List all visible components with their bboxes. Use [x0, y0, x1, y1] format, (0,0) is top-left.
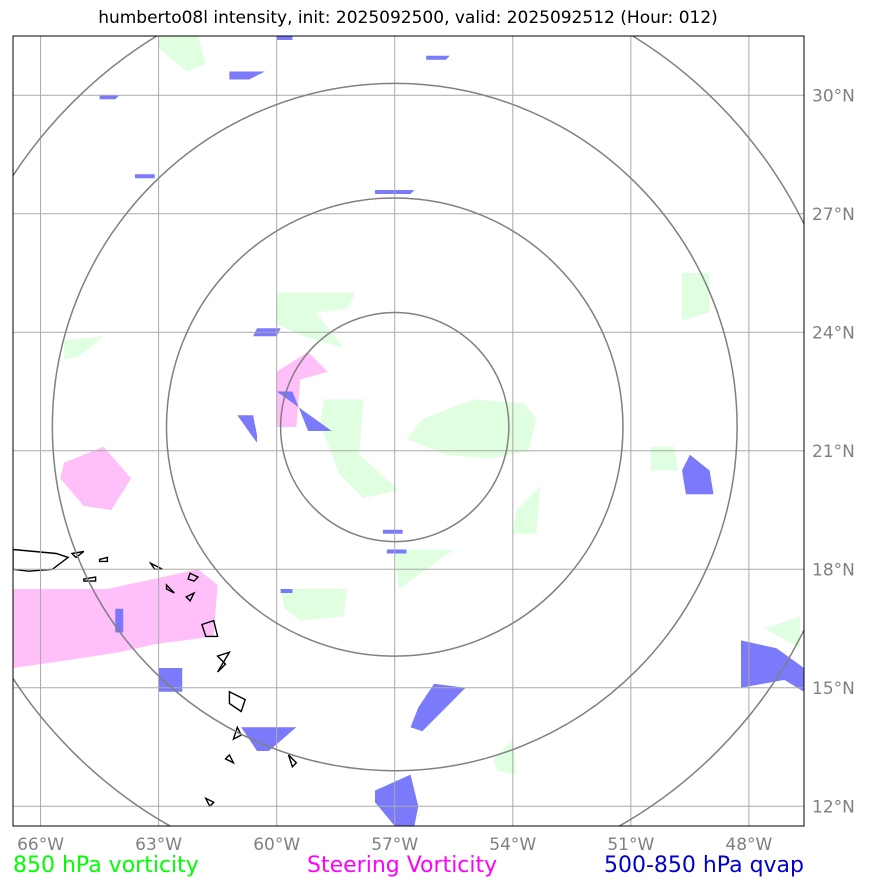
- coastline-14: [204, 796, 215, 808]
- 850-hpa-vorticity-region-11: [764, 616, 801, 649]
- steering-vorticity-region-0: [276, 352, 328, 427]
- y-tick-label-2: 18°N: [812, 560, 855, 580]
- 500-850-hpa-qvap-region-0: [276, 391, 332, 431]
- coastline-5: [187, 572, 200, 582]
- chart-title: humberto08l intensity, init: 2025092500,…: [98, 8, 718, 28]
- steering-vorticity-region-1: [60, 446, 132, 510]
- coastline-10: [228, 690, 247, 713]
- gridlines: [13, 36, 804, 826]
- y-tick-label-6: 30°N: [812, 86, 855, 106]
- 850-hpa-vorticity-region-1: [320, 399, 399, 499]
- x-tick-label-0: 66°W: [17, 835, 64, 855]
- range-rings: [13, 36, 804, 826]
- 500-850-hpa-qvap-region-2: [682, 454, 714, 495]
- coastline-3: [83, 576, 97, 582]
- legend-850-vorticity: 850 hPa vorticity: [13, 853, 199, 878]
- coastline-1: [70, 550, 85, 559]
- coastline-12: [224, 753, 235, 765]
- legend-qvap: 500-850 hPa qvap: [603, 853, 804, 878]
- 500-850-hpa-qvap-region-1: [237, 415, 257, 443]
- range-ring-2: [51, 82, 738, 772]
- coastline-13: [287, 754, 298, 769]
- x-tick-label-2: 60°W: [253, 835, 300, 855]
- 850-hpa-vorticity-region-2: [406, 399, 537, 459]
- y-tick-label-4: 24°N: [812, 323, 855, 343]
- y-tick-label-3: 21°N: [812, 442, 855, 462]
- 500-850-hpa-qvap-region-8: [115, 608, 124, 633]
- 500-850-hpa-qvap-region-13: [382, 529, 403, 534]
- y-tick-label-0: 12°N: [812, 797, 855, 817]
- coastline-2: [98, 556, 109, 563]
- y-tick-label-5: 27°N: [812, 205, 855, 225]
- 500-850-hpa-qvap-region-7: [158, 668, 183, 692]
- 500-850-hpa-qvap-region-10: [99, 95, 120, 100]
- coastline-11: [232, 725, 243, 741]
- range-ring-1: [165, 197, 624, 657]
- x-tick-label-1: 63°W: [135, 835, 182, 855]
- 500-850-hpa-qvap-region-6: [241, 727, 297, 751]
- coastline-8: [201, 619, 219, 638]
- tick-labels: 66°W 63°W 60°W 57°W 54°W 51°W 48°W 12°N 15°N 18°N…: [17, 86, 855, 855]
- 850-hpa-vorticity-region-9: [64, 336, 104, 360]
- 500-850-hpa-qvap-region-3: [741, 640, 804, 692]
- 850-hpa-vorticity-region-0: [276, 292, 356, 348]
- legend-steering-vorticity: Steering Vorticity: [307, 853, 498, 878]
- 500-850-hpa-qvap-region-5: [375, 774, 419, 826]
- 850-hpa-vorticity-region-4: [650, 446, 679, 471]
- 850-hpa-vorticity-region-8: [158, 36, 206, 72]
- plot-frame: [12, 35, 805, 827]
- coastline-6: [165, 583, 175, 594]
- plot-area-background: [13, 36, 804, 826]
- 850-hpa-vorticity-region-10: [493, 739, 517, 775]
- 500-850-hpa-qvap-region-18: [276, 36, 293, 40]
- x-tick-label-3: 57°W: [371, 835, 418, 855]
- y-tick-label-1: 15°N: [812, 679, 855, 699]
- coastline-7: [185, 591, 196, 603]
- field-layer: [13, 36, 804, 826]
- 500-850-hpa-qvap-region-9: [229, 71, 265, 80]
- 500-850-hpa-qvap-region-17: [135, 174, 155, 179]
- 500-850-hpa-qvap-region-14: [386, 549, 407, 554]
- x-tick-label-5: 51°W: [607, 835, 654, 855]
- 500-850-hpa-qvap-region-4: [410, 683, 466, 732]
- x-tick-label-4: 54°W: [489, 835, 536, 855]
- x-tick-label-6: 48°W: [725, 835, 772, 855]
- coastline-9: [216, 650, 231, 673]
- 850-hpa-vorticity-region-7: [280, 589, 348, 621]
- 500-850-hpa-qvap-region-15: [280, 589, 293, 593]
- 850-hpa-vorticity-region-3: [682, 273, 710, 321]
- range-ring-0: [279, 311, 510, 543]
- 850-hpa-vorticity-region-6: [512, 486, 541, 534]
- 500-850-hpa-qvap-region-16: [426, 55, 450, 60]
